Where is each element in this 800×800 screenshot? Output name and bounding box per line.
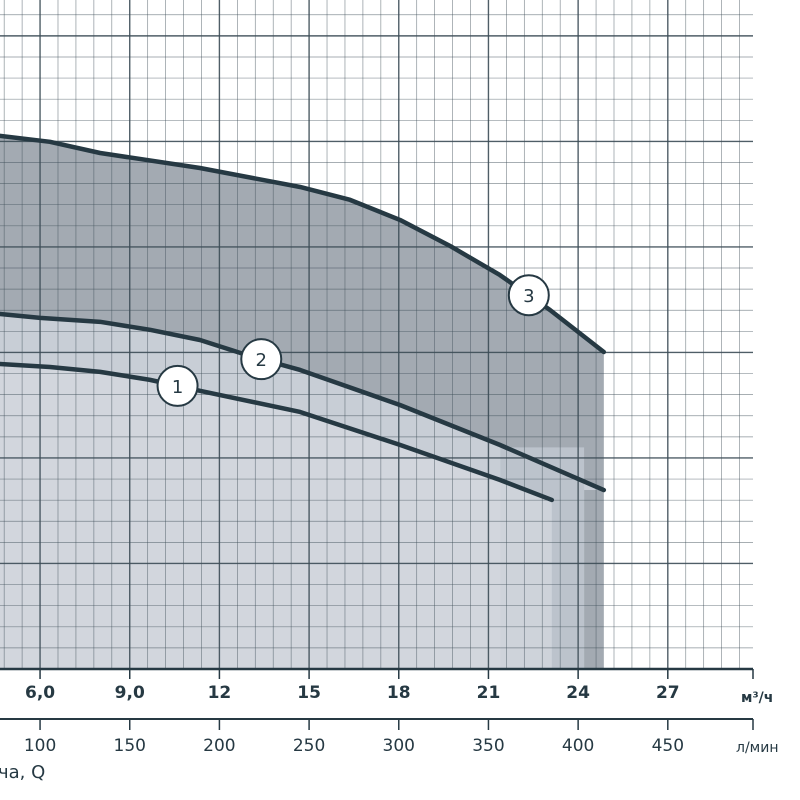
x-tick-label-primary: 6,0 (25, 683, 55, 703)
x-tick-label-secondary: 400 (562, 736, 594, 756)
x-tick-label-primary: 21 (477, 683, 501, 703)
x-tick-label-secondary: 150 (114, 736, 146, 756)
curve-1 (0, 361, 555, 503)
curve-label-circle-3 (507, 274, 550, 317)
curve-label-2: 2 (256, 350, 267, 371)
x-tick-label-primary: 15 (297, 683, 321, 703)
curve-label-circle-2 (240, 338, 283, 381)
area-under-curve-1 (0, 364, 552, 669)
x-tick-label-secondary: 300 (383, 736, 415, 756)
x-unit-secondary: л/мин (736, 740, 778, 756)
x-unit-primary: м³/ч (741, 690, 773, 706)
x-tick-label-primary: 24 (566, 683, 590, 703)
x-tick-label-primary: 12 (208, 683, 232, 703)
area-fills (0, 135, 604, 670)
axes: 6,0 9,0 12 15 18 21 24 27 100 150 200 250 300 350 400 4… (0, 667, 754, 756)
curve-label-3: 3 (523, 286, 534, 307)
x-tick-label-primary: 9,0 (115, 683, 145, 703)
curves: 1 2 3 (0, 133, 607, 503)
x-axis-label: ча, Q (0, 762, 45, 783)
x-tick-label-secondary: 350 (472, 736, 504, 756)
x-tick-label-secondary: 200 (203, 736, 235, 756)
x-tick-label-secondary: 450 (652, 736, 684, 756)
x-tick-label-secondary: 250 (293, 736, 325, 756)
curve-label-circle-1 (156, 364, 199, 407)
grid-lines (0, 0, 753, 670)
curve-label-1: 1 (172, 377, 183, 398)
x-tick-label-secondary: 100 (24, 736, 56, 756)
curve-2 (0, 311, 607, 493)
x-tick-label-primary: 27 (656, 683, 680, 703)
x-tick-label-primary: 18 (387, 683, 411, 703)
